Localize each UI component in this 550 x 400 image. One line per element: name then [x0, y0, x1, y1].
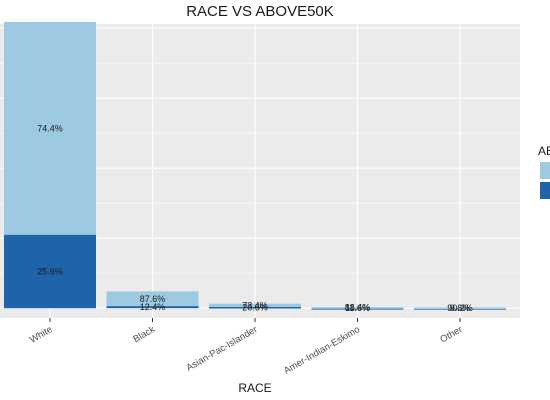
x-tick-label: Asian-Pac-Islander [184, 324, 259, 374]
data-label: 74.4% [37, 123, 63, 133]
x-tick-label: Black [131, 324, 157, 345]
data-label: 88.4% [345, 303, 371, 313]
data-label: 73.4% [242, 300, 268, 310]
legend-key-light [540, 162, 550, 179]
bar-segment-light [209, 303, 301, 308]
x-tick-label: Amer-Indian-Eskimo [282, 324, 362, 377]
bar-segment-light [106, 291, 199, 307]
bar-segment-light [311, 307, 404, 309]
x-tick-label: Other [438, 324, 464, 345]
data-label: 26.6% [242, 303, 268, 313]
data-label: 87.6% [140, 294, 166, 304]
data-labels: 74.4% 25.6% 87.6%12.4% 73.4%26.6% 88.4%11.6%… [37, 123, 473, 313]
bar-segment-dark [4, 234, 96, 309]
data-label: 25.6% [37, 266, 63, 276]
legend-key-dark [540, 182, 550, 199]
data-label: 90.2% [447, 303, 473, 313]
bar-segment-dark [106, 306, 199, 309]
data-label: 11.6% [345, 303, 370, 313]
x-axis-ticks: White Black Asian-Pac-Islander Amer-Indian-… [28, 318, 465, 377]
legend-title: AB [538, 144, 550, 158]
data-label: 9.8% [450, 303, 471, 313]
x-axis-title: RACE [238, 381, 271, 395]
x-tick-label: White [28, 324, 55, 346]
bar-segment-dark [209, 307, 301, 309]
bars [4, 21, 506, 310]
bar-segment-light [4, 21, 96, 235]
chart-title: RACE VS ABOVE50K [186, 3, 334, 20]
bar-segment-light [414, 307, 506, 309]
data-label: 12.4% [140, 302, 166, 312]
legend: AB [538, 144, 550, 199]
bar-segment-dark [311, 308, 404, 310]
